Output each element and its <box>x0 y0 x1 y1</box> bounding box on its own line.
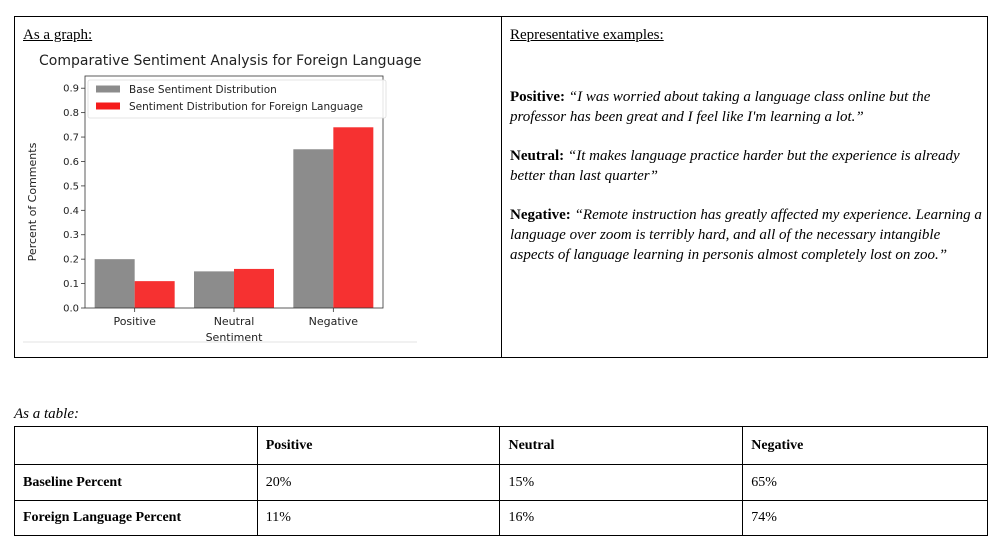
table-row: Foreign Language Percent 11% 16% 74% <box>14 500 988 536</box>
y-tick-label: 0.3 <box>63 230 79 241</box>
example-quote: “Remote instruction has greatly affected… <box>510 207 982 263</box>
legend-box <box>87 79 387 119</box>
y-axis-label: Percent of Comments <box>26 142 39 261</box>
graph-cell: As a graph: Comparative Sentiment Analys… <box>15 17 502 357</box>
examples-heading: Representative examples: <box>510 27 664 43</box>
x-axis-label: Sentiment <box>206 331 264 344</box>
example-quote: “I was worried about taking a language c… <box>510 89 931 125</box>
example-positive: Positive: “I was worried about taking a … <box>510 87 982 127</box>
y-tick-label: 0.8 <box>63 108 79 119</box>
table-cell: 74% <box>742 500 988 536</box>
legend-swatch <box>96 102 120 110</box>
row-label: Baseline Percent <box>14 464 258 501</box>
legend-label: Base Sentiment Distribution <box>129 84 277 96</box>
table-header-cell: Neutral <box>499 426 744 465</box>
y-tick-label: 0.1 <box>63 279 79 290</box>
sentiment-table: Positive Neutral Negative Baseline Perce… <box>14 426 988 536</box>
x-tick-label: Neutral <box>214 315 255 328</box>
graph-heading: As a graph: <box>23 27 93 43</box>
table-cell: 20% <box>256 464 501 501</box>
bar-base <box>293 149 334 308</box>
table-cell: 15% <box>499 464 744 501</box>
example-neutral: Neutral: “It makes language practice har… <box>510 146 982 186</box>
table-header-cell <box>14 426 258 465</box>
chart-title: Comparative Sentiment Analysis for Forei… <box>39 53 422 69</box>
y-tick-label: 0.4 <box>63 206 79 217</box>
example-label: Positive: <box>510 89 565 105</box>
y-tick-label: 0.7 <box>63 133 79 144</box>
example-quote: “It makes language practice harder but t… <box>510 148 960 184</box>
y-tick-label: 0.9 <box>63 84 79 95</box>
table-header-cell: Positive <box>256 426 501 465</box>
table-cell: 16% <box>499 500 744 536</box>
example-label: Neutral: <box>510 148 565 164</box>
legend-label: Sentiment Distribution for Foreign Langu… <box>129 101 363 113</box>
table-caption: As a table: <box>14 406 79 422</box>
y-tick-label: 0.6 <box>63 157 79 168</box>
y-tick-label: 0.0 <box>63 304 79 315</box>
sentiment-bar-chart: 0.0 0.1 0.2 0.3 0.4 0.5 0.6 0.7 0.8 0.9 Positive Ne… <box>23 75 417 344</box>
top-table: As a graph: Comparative Sentiment Analys… <box>14 16 988 358</box>
example-label: Negative: <box>510 207 571 223</box>
bar-base <box>194 271 234 308</box>
x-tick-label: Negative <box>309 315 359 328</box>
example-negative: Negative: “Remote instruction has greatl… <box>510 205 982 265</box>
table-cell: 11% <box>256 500 501 536</box>
y-tick-label: 0.5 <box>63 181 79 192</box>
legend-swatch <box>96 85 120 93</box>
bar-foreign-language <box>234 268 274 308</box>
table-row: Baseline Percent 20% 15% 65% <box>14 464 988 501</box>
x-tick-label: Positive <box>113 315 156 328</box>
bar-foreign-language <box>134 281 175 308</box>
examples-list: Positive: “I was worried about taking a … <box>510 87 982 284</box>
table-header-cell: Negative <box>742 426 988 465</box>
table-header-row: Positive Neutral Negative <box>14 426 988 465</box>
examples-cell: Representative examples: Positive: “I wa… <box>502 17 987 357</box>
row-label: Foreign Language Percent <box>14 500 258 536</box>
y-tick-label: 0.2 <box>63 255 79 266</box>
bar-foreign-language <box>333 127 374 308</box>
bar-base <box>94 259 135 308</box>
table-cell: 65% <box>742 464 988 501</box>
